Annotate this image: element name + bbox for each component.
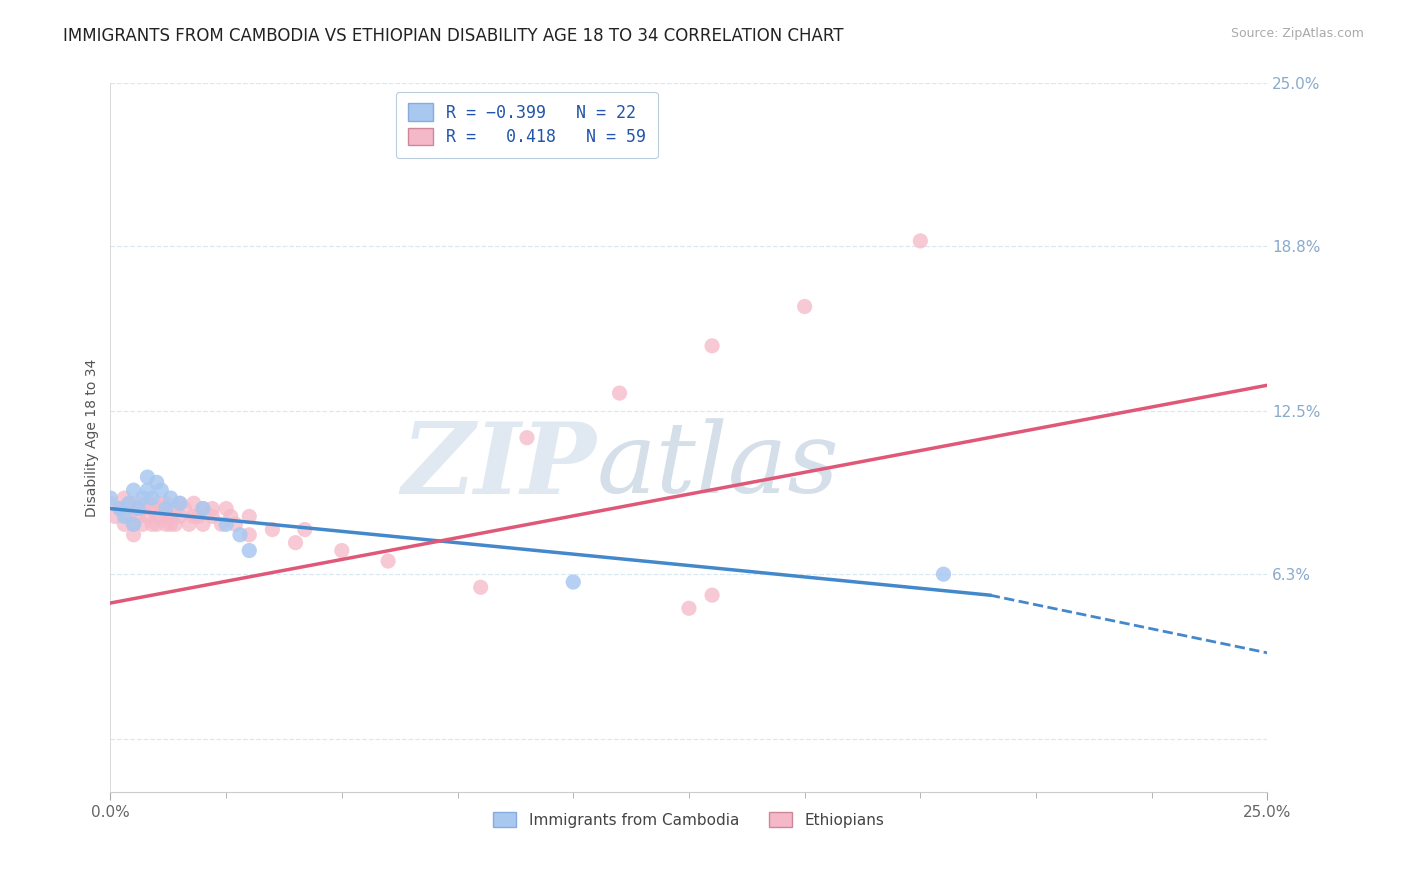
Point: [609, 386, 631, 401]
Point: [145, 517, 167, 532]
Point: [132, 501, 155, 516]
Point: [100, 491, 122, 505]
Point: [150, 483, 173, 498]
Point: [150, 501, 173, 516]
Point: [678, 601, 700, 615]
Y-axis label: Disability Age 18 to 34: Disability Age 18 to 34: [86, 359, 100, 516]
Point: [238, 543, 260, 558]
Point: [155, 501, 177, 516]
Point: [145, 509, 167, 524]
Point: [183, 509, 205, 524]
Point: [238, 509, 260, 524]
Point: [159, 509, 181, 524]
Point: [169, 496, 191, 510]
Point: [165, 501, 187, 516]
Point: [219, 509, 242, 524]
Point: [215, 517, 238, 532]
Point: [177, 517, 200, 532]
Point: [122, 517, 145, 532]
Text: IMMIGRANTS FROM CAMBODIA VS ETHIOPIAN DISABILITY AGE 18 TO 34 CORRELATION CHART: IMMIGRANTS FROM CAMBODIA VS ETHIOPIAN DI…: [63, 27, 844, 45]
Point: [910, 234, 932, 248]
Point: [700, 339, 723, 353]
Point: [183, 496, 205, 510]
Point: [284, 535, 307, 549]
Point: [132, 491, 155, 505]
Point: [238, 528, 260, 542]
Point: [100, 496, 122, 510]
Point: [145, 496, 167, 510]
Text: ZIP: ZIP: [401, 417, 596, 515]
Point: [211, 517, 233, 532]
Point: [159, 517, 181, 532]
Point: [112, 509, 135, 524]
Point: [141, 491, 163, 505]
Point: [169, 496, 191, 510]
Point: [700, 588, 723, 602]
Point: [122, 517, 145, 532]
Point: [165, 517, 187, 532]
Point: [118, 496, 141, 510]
Point: [136, 509, 159, 524]
Point: [141, 501, 163, 516]
Point: [104, 509, 127, 524]
Point: [262, 523, 284, 537]
Point: [159, 491, 181, 505]
Point: [191, 501, 214, 516]
Point: [215, 501, 238, 516]
Text: Source: ZipAtlas.com: Source: ZipAtlas.com: [1230, 27, 1364, 40]
Point: [145, 475, 167, 490]
Point: [201, 509, 224, 524]
Point: [118, 496, 141, 510]
Point: [330, 543, 353, 558]
Point: [112, 491, 135, 505]
Point: [108, 501, 131, 516]
Point: [108, 501, 131, 516]
Point: [136, 483, 159, 498]
Point: [294, 523, 316, 537]
Point: [112, 517, 135, 532]
Point: [191, 501, 214, 516]
Point: [793, 300, 815, 314]
Point: [470, 580, 492, 594]
Legend: Immigrants from Cambodia, Ethiopians: Immigrants from Cambodia, Ethiopians: [488, 805, 890, 834]
Point: [155, 517, 177, 532]
Point: [169, 509, 191, 524]
Point: [136, 470, 159, 484]
Point: [150, 509, 173, 524]
Point: [118, 509, 141, 524]
Point: [127, 501, 149, 516]
Point: [229, 528, 252, 542]
Point: [173, 501, 195, 516]
Point: [155, 496, 177, 510]
Point: [141, 517, 163, 532]
Point: [201, 501, 224, 516]
Point: [132, 517, 155, 532]
Point: [516, 431, 538, 445]
Point: [377, 554, 399, 568]
Point: [191, 517, 214, 532]
Point: [187, 509, 209, 524]
Point: [562, 574, 585, 589]
Point: [122, 528, 145, 542]
Point: [932, 567, 955, 582]
Point: [127, 509, 149, 524]
Point: [224, 517, 246, 532]
Point: [127, 496, 149, 510]
Point: [136, 496, 159, 510]
Point: [122, 483, 145, 498]
Text: atlas: atlas: [596, 418, 839, 514]
Point: [122, 501, 145, 516]
